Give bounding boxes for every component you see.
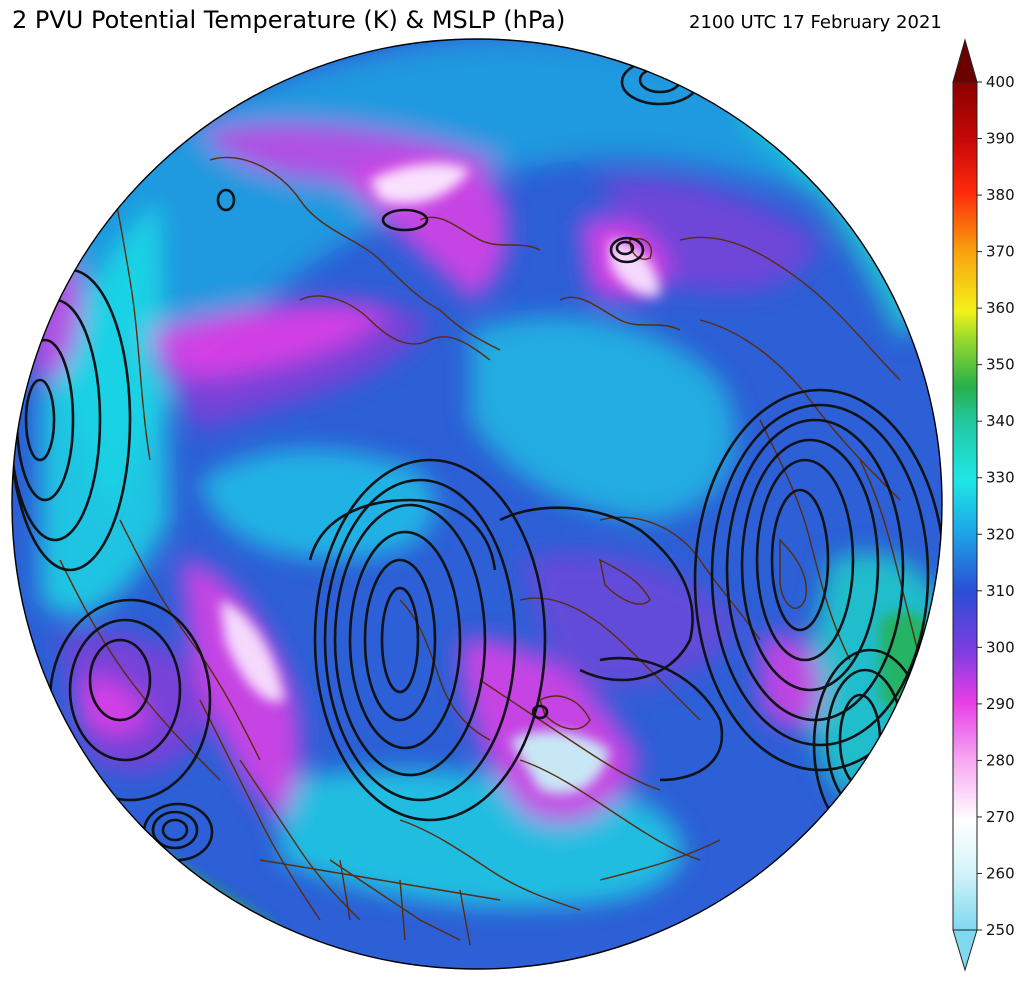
colorbar-tick-label: 390: [986, 130, 1015, 148]
colorbar-tick-label: 340: [986, 412, 1015, 430]
colorbar-tick-label: 300: [986, 638, 1015, 656]
colorbar-tick-label: 280: [986, 751, 1015, 769]
colorbar-ticks: 400 390 380 370 360 350 340 330 320 310 300 290 280 2…: [977, 73, 1015, 939]
colorbar-tick-label: 330: [986, 469, 1015, 487]
colorbar-lower-extend: [952, 929, 978, 972]
map-border: [11, 38, 943, 970]
chart-title: 2 PVU Potential Temperature (K) & MSLP (…: [12, 6, 566, 34]
colorbar: 400 390 380 370 360 350 340 330 320 310 300 290 280 2…: [952, 38, 1015, 972]
colorbar-tick-label: 270: [986, 808, 1015, 826]
colorbar-tick-label: 290: [986, 695, 1015, 713]
colorbar-tick-label: 260: [986, 864, 1015, 882]
colorbar-tick-label: 350: [986, 356, 1015, 374]
colorbar-tick-label: 400: [986, 73, 1015, 91]
colorbar-upper-extend: [952, 38, 978, 83]
colorbar-tick-label: 250: [986, 921, 1015, 939]
colorbar-tick-label: 380: [986, 186, 1015, 204]
colorbar-tick-label: 370: [986, 243, 1015, 261]
colorbar-gradient: [952, 81, 978, 931]
colorbar-tick-label: 310: [986, 582, 1015, 600]
colorbar-tick-label: 360: [986, 299, 1015, 317]
coastlines: [59, 99, 931, 946]
valid-time: 2100 UTC 17 February 2021: [689, 12, 942, 33]
colorbar-tick-label: 320: [986, 525, 1015, 543]
